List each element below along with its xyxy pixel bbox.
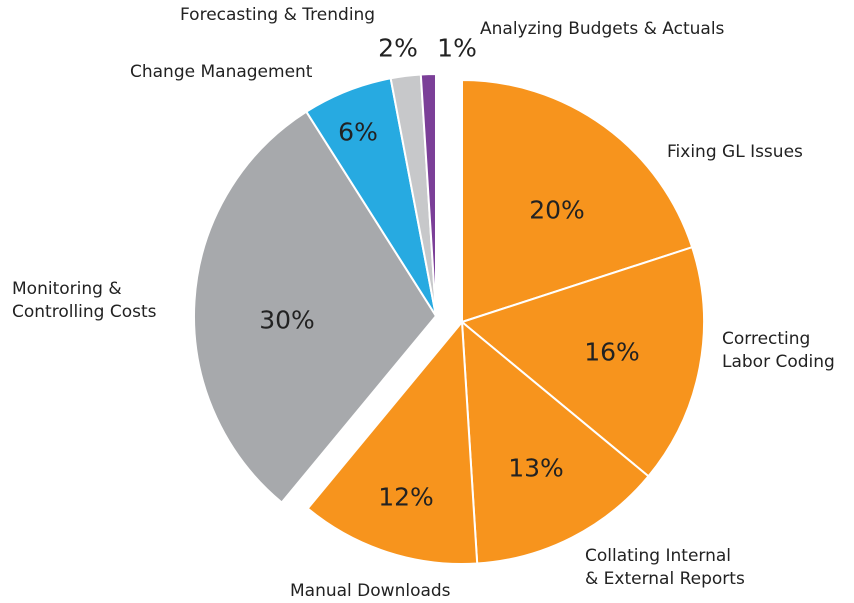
pie-slice — [306, 319, 479, 565]
value-label: 6% — [338, 117, 378, 147]
slice-label: Fixing GL Issues — [667, 142, 803, 162]
pie-slice — [459, 245, 705, 478]
pie-slice — [419, 72, 437, 317]
value-label: 30% — [259, 305, 315, 335]
value-label: 12% — [378, 482, 434, 512]
pie-slice — [193, 110, 438, 504]
pie-slice — [461, 78, 694, 324]
slice-label: Manual Downloads — [290, 581, 451, 601]
value-label: 1% — [437, 33, 477, 63]
slice-label: Monitoring & Controlling Costs — [12, 279, 157, 322]
slice-label: Forecasting & Trending — [180, 5, 376, 25]
value-label: 2% — [378, 33, 418, 63]
value-label: 13% — [508, 453, 564, 483]
value-label: 16% — [584, 337, 640, 367]
pie-slice — [460, 319, 650, 565]
slice-label: Change Management — [130, 62, 313, 82]
value-label: 20% — [529, 195, 585, 225]
slice-label: Analyzing Budgets & Actuals — [480, 19, 725, 39]
slice-label: Correcting Labor Coding — [722, 329, 835, 372]
slice-label: Collating Internal & External Reports — [585, 546, 745, 589]
